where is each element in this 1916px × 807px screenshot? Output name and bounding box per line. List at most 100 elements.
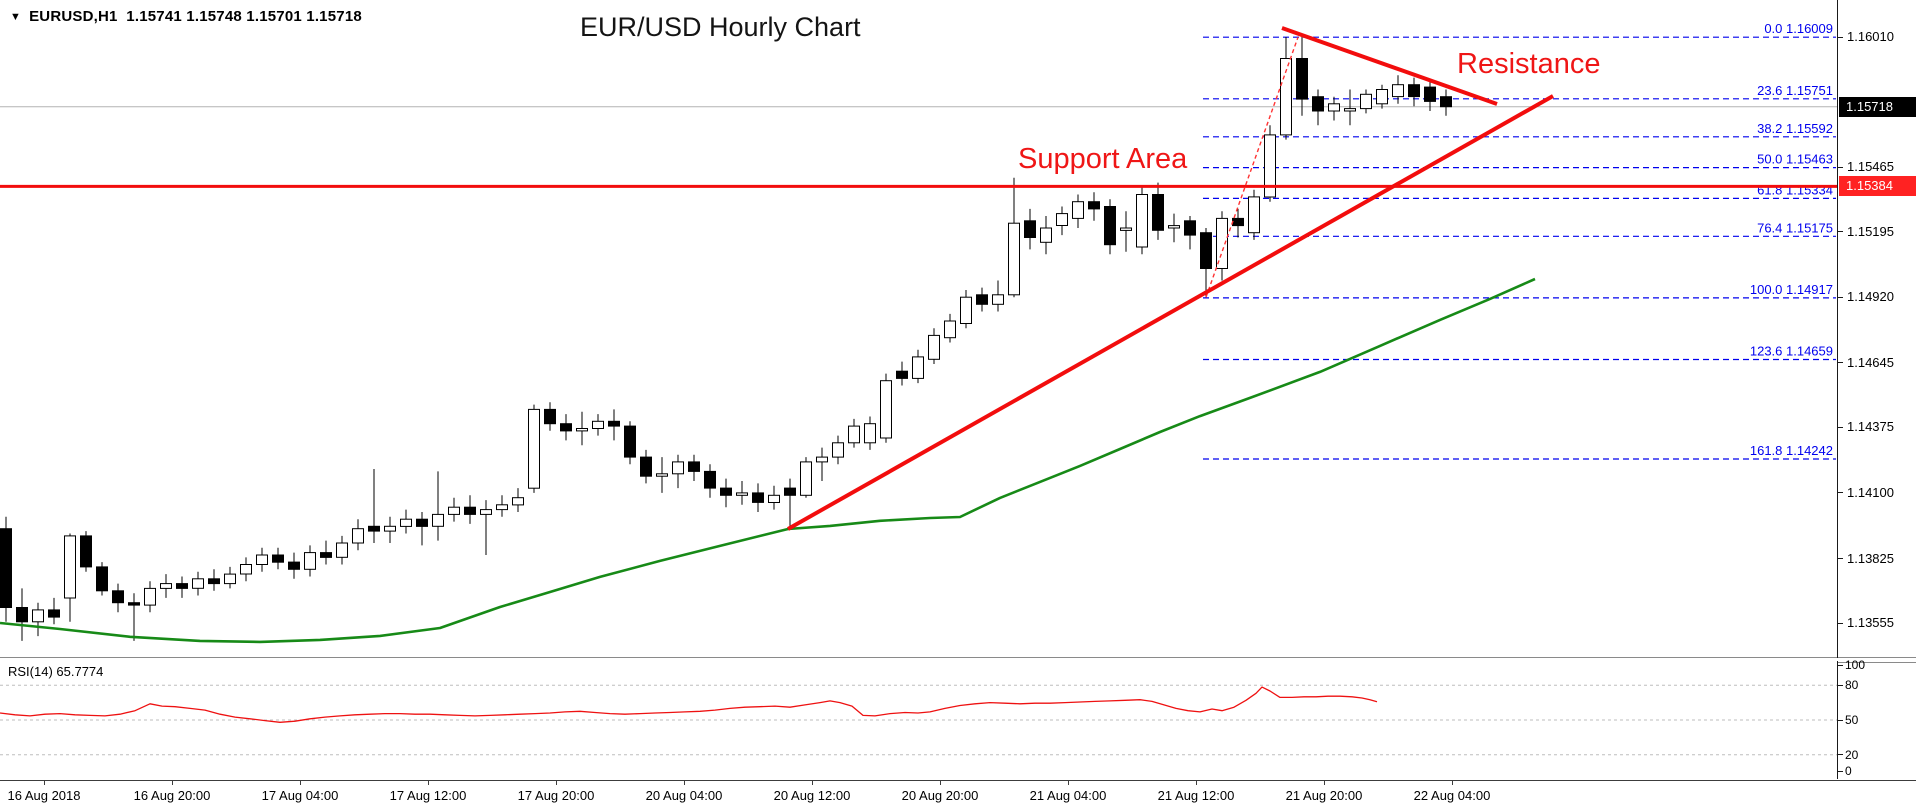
fib-level-label: 61.8 1.15334 [1757, 182, 1833, 197]
fib-level-label: 76.4 1.15175 [1757, 220, 1833, 235]
fib-diagonal-line[interactable] [1205, 36, 1299, 298]
rsi-indicator-canvas[interactable] [0, 661, 1837, 779]
time-axis-tick [1324, 781, 1325, 785]
symbol-dropdown-icon[interactable]: ▼ [10, 11, 22, 23]
candle-body [976, 294, 988, 305]
time-axis-tick [684, 781, 685, 785]
candle-body [1344, 108, 1356, 112]
rsi-line [0, 686, 1378, 723]
candle-body [1008, 222, 1020, 296]
ascending-support-trendline[interactable] [787, 94, 1554, 531]
time-axis-label: 20 Aug 12:00 [773, 788, 851, 803]
candlestick-series [0, 37, 1452, 641]
moving-average-line[interactable] [0, 277, 1536, 644]
candle-body [688, 461, 700, 472]
price-axis-tick [1838, 166, 1843, 168]
candle-body [1360, 93, 1372, 110]
candle-body [672, 461, 684, 475]
rsi-axis-tick [1838, 684, 1843, 686]
candle-body [912, 356, 924, 379]
candle-body [512, 497, 524, 506]
candle-body [1296, 58, 1308, 100]
candle-body [800, 461, 812, 496]
candle-body [432, 513, 444, 527]
candle-body [928, 334, 940, 360]
rsi-indicator-label: RSI(14) 65.7774 [8, 664, 104, 679]
time-axis-label: 16 Aug 20:00 [133, 788, 211, 803]
price-axis-tick [1838, 231, 1843, 233]
time-axis-tick [44, 781, 45, 785]
candle-body [1280, 58, 1292, 136]
rsi-axis-tick [1838, 664, 1843, 666]
candle-body [1232, 217, 1244, 227]
price-axis-label: 1.14645 [1847, 354, 1894, 370]
candle-body [1424, 86, 1436, 102]
price-axis-tick [1838, 36, 1843, 38]
candle-body [992, 294, 1004, 305]
fib-level-label: 100.0 1.14917 [1750, 282, 1833, 297]
price-chart-canvas[interactable]: 0.0 1.16009 23.6 1.15751 38.2 1.15592 50.0 … [0, 0, 1837, 658]
time-axis-label: 20 Aug 04:00 [645, 788, 723, 803]
candle-body [1312, 96, 1324, 112]
candle-body [224, 573, 236, 585]
candle-body [80, 535, 92, 568]
support-area-annotation[interactable]: Support Area [1018, 143, 1188, 175]
fib-level-label: 23.6 1.15751 [1757, 83, 1833, 98]
candle-body [1024, 220, 1036, 239]
rsi-axis-label: 50 [1845, 713, 1859, 727]
candle-body [352, 528, 364, 544]
price-axis[interactable]: 1.16010 1.15465 1.15195 1.14920 1.14645 1.143… [1837, 0, 1916, 658]
candle-body [144, 587, 156, 606]
candle-body [1408, 84, 1420, 98]
candle-body [1440, 96, 1452, 108]
time-axis-label: 21 Aug 04:00 [1029, 788, 1107, 803]
candle-body [528, 408, 540, 489]
time-axis-label: 17 Aug 04:00 [261, 788, 339, 803]
candle-body [864, 423, 876, 444]
candle-body [1376, 89, 1388, 105]
time-axis-label: 20 Aug 20:00 [901, 788, 979, 803]
candle-body [1056, 213, 1068, 227]
price-axis-tick [1838, 296, 1843, 298]
rsi-axis-label: 20 [1845, 747, 1859, 762]
time-axis-tick [1068, 781, 1069, 785]
candle-body [896, 370, 908, 379]
candle-body [128, 602, 140, 606]
candle-body [1088, 201, 1100, 210]
candle-body [560, 423, 572, 432]
price-axis-label: 1.15465 [1847, 159, 1894, 175]
candle-body [816, 456, 828, 463]
candle-body [1264, 134, 1276, 198]
candle-body [960, 296, 972, 325]
time-axis-label: 16 Aug 2018 [7, 788, 81, 803]
time-axis[interactable]: 16 Aug 2018 16 Aug 20:00 17 Aug 04:00 17 Au… [0, 780, 1916, 807]
candle-body [256, 554, 268, 565]
price-axis-tick [1838, 558, 1843, 560]
candle-body [704, 470, 716, 489]
candle-body [1168, 225, 1180, 229]
price-axis-label: 1.16010 [1847, 29, 1894, 44]
candle-body [160, 583, 172, 589]
time-axis-label: 21 Aug 12:00 [1157, 788, 1235, 803]
candle-body [1216, 217, 1228, 269]
current-price-badge: 1.15718 [1839, 96, 1916, 117]
resistance-annotation[interactable]: Resistance [1457, 48, 1601, 80]
price-axis-tick [1838, 362, 1843, 364]
price-axis-tick [1838, 426, 1843, 428]
candle-body [0, 528, 12, 609]
candle-body [32, 609, 44, 623]
candle-body [288, 561, 300, 570]
candle-body [1248, 196, 1260, 234]
price-axis-tick [1838, 492, 1843, 494]
time-axis-tick [556, 781, 557, 785]
fib-level-label: 123.6 1.14659 [1750, 344, 1833, 359]
time-axis-tick [812, 781, 813, 785]
candle-body [640, 456, 652, 477]
candle-body [1104, 206, 1116, 246]
rsi-axis-label: 80 [1845, 678, 1859, 693]
candle-body [368, 525, 380, 532]
time-axis-tick [1452, 781, 1453, 785]
descending-resistance-trendline[interactable] [1281, 26, 1498, 106]
rsi-axis[interactable]: 100 80 50 20 0 [1837, 658, 1916, 779]
